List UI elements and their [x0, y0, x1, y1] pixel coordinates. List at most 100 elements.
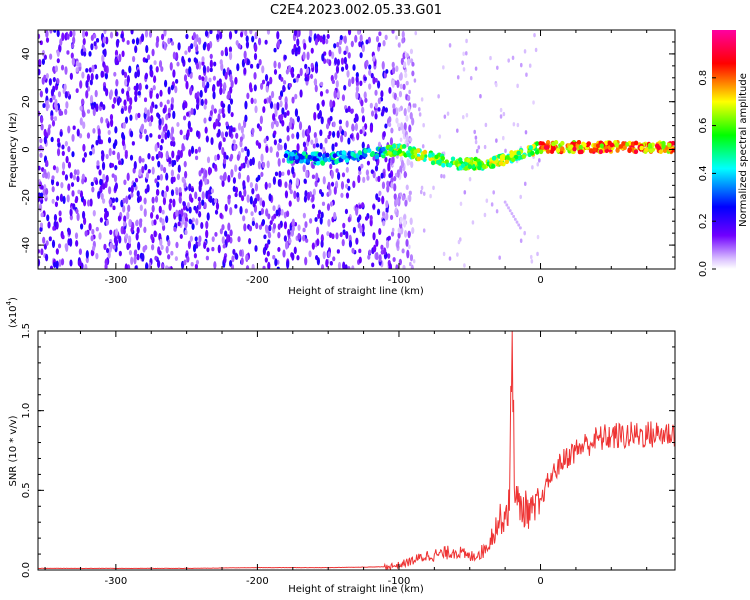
noise-point [407, 105, 411, 113]
noise-point [49, 97, 53, 103]
noise-point [118, 160, 122, 166]
noise-point [402, 83, 406, 90]
noise-point [43, 54, 47, 60]
signal-point [334, 159, 339, 165]
noise-point [71, 190, 75, 197]
noise-point [134, 177, 139, 183]
noise-point [138, 168, 142, 177]
noise-point [133, 250, 137, 257]
noise-point [136, 69, 140, 78]
noise-point [157, 113, 161, 119]
noise-point [71, 151, 75, 158]
noise-point [42, 236, 46, 244]
noise-point [159, 101, 163, 108]
noise-point [134, 89, 138, 97]
noise-point [109, 89, 113, 98]
noise-point [216, 80, 220, 87]
noise-point [190, 145, 195, 155]
noise-point [178, 213, 182, 222]
noise-point [179, 149, 183, 159]
noise-point [391, 61, 395, 68]
noise-point [302, 234, 306, 242]
noise-point [168, 202, 172, 211]
noise-point [50, 115, 54, 121]
noise-point [52, 94, 56, 101]
noise-point [130, 192, 134, 198]
noise-point [143, 226, 147, 234]
noise-point [348, 78, 352, 88]
noise-point [331, 51, 335, 60]
noise-point [93, 34, 97, 39]
noise-point [175, 241, 179, 249]
noise-point [101, 42, 105, 48]
noise-point [249, 30, 253, 35]
noise-point [75, 240, 79, 247]
noise-point [210, 137, 214, 146]
noise-point [85, 90, 89, 99]
noise-point [199, 89, 203, 98]
noise-point [401, 37, 405, 44]
noise-point [398, 107, 401, 112]
noise-point [105, 118, 109, 124]
noise-point [143, 128, 147, 134]
heatmap-x-tick-label: -200 [246, 275, 269, 286]
signal-point [294, 159, 300, 164]
noise-point [181, 216, 185, 225]
noise-point [132, 181, 137, 188]
signal-point [288, 156, 294, 161]
noise-point [289, 189, 293, 195]
noise-point [133, 255, 137, 265]
noise-point [243, 50, 247, 60]
noise-point [286, 260, 290, 269]
noise-point [359, 34, 363, 43]
noise-point [206, 212, 210, 221]
noise-point [175, 189, 179, 196]
noise-point [378, 190, 382, 197]
noise-point [72, 30, 76, 38]
noise-point [43, 168, 47, 175]
signal-point [614, 142, 619, 148]
noise-point [256, 63, 260, 69]
noise-point [237, 44, 242, 49]
noise-point [110, 118, 114, 128]
noise-point [60, 181, 64, 189]
noise-point [339, 35, 343, 41]
noise-point [94, 179, 99, 185]
noise-point [325, 89, 329, 94]
noise-point [167, 254, 171, 260]
noise-point [352, 64, 356, 71]
snr-y-axis-label: SNR (10 * v/v) [8, 415, 19, 486]
noise-point [194, 148, 198, 154]
noise-point [170, 41, 175, 46]
noise-point [236, 154, 240, 161]
noise-point [456, 252, 459, 257]
noise-point [355, 76, 359, 83]
noise-point [398, 126, 401, 132]
noise-point [304, 256, 308, 266]
noise-point [528, 63, 532, 68]
noise-point [55, 181, 60, 187]
noise-point [335, 232, 339, 240]
noise-point [391, 30, 395, 34]
noise-point [203, 201, 207, 210]
noise-point [101, 54, 105, 63]
noise-point [211, 246, 215, 252]
noise-point [90, 181, 94, 187]
noise-point [446, 111, 450, 116]
noise-point [364, 216, 369, 221]
noise-point [160, 66, 164, 72]
noise-point [129, 130, 134, 138]
noise-point [278, 138, 282, 144]
snr-y-tick-label: 1.5 [21, 323, 32, 339]
noise-point [388, 87, 392, 94]
signal-point [569, 144, 574, 150]
noise-point [113, 236, 118, 245]
noise-point [108, 147, 112, 157]
noise-point [361, 141, 365, 149]
noise-point [137, 90, 141, 96]
noise-point [77, 260, 81, 267]
noise-point [146, 109, 150, 118]
signal-point [299, 154, 305, 160]
noise-point [128, 65, 132, 74]
noise-point [332, 121, 336, 128]
